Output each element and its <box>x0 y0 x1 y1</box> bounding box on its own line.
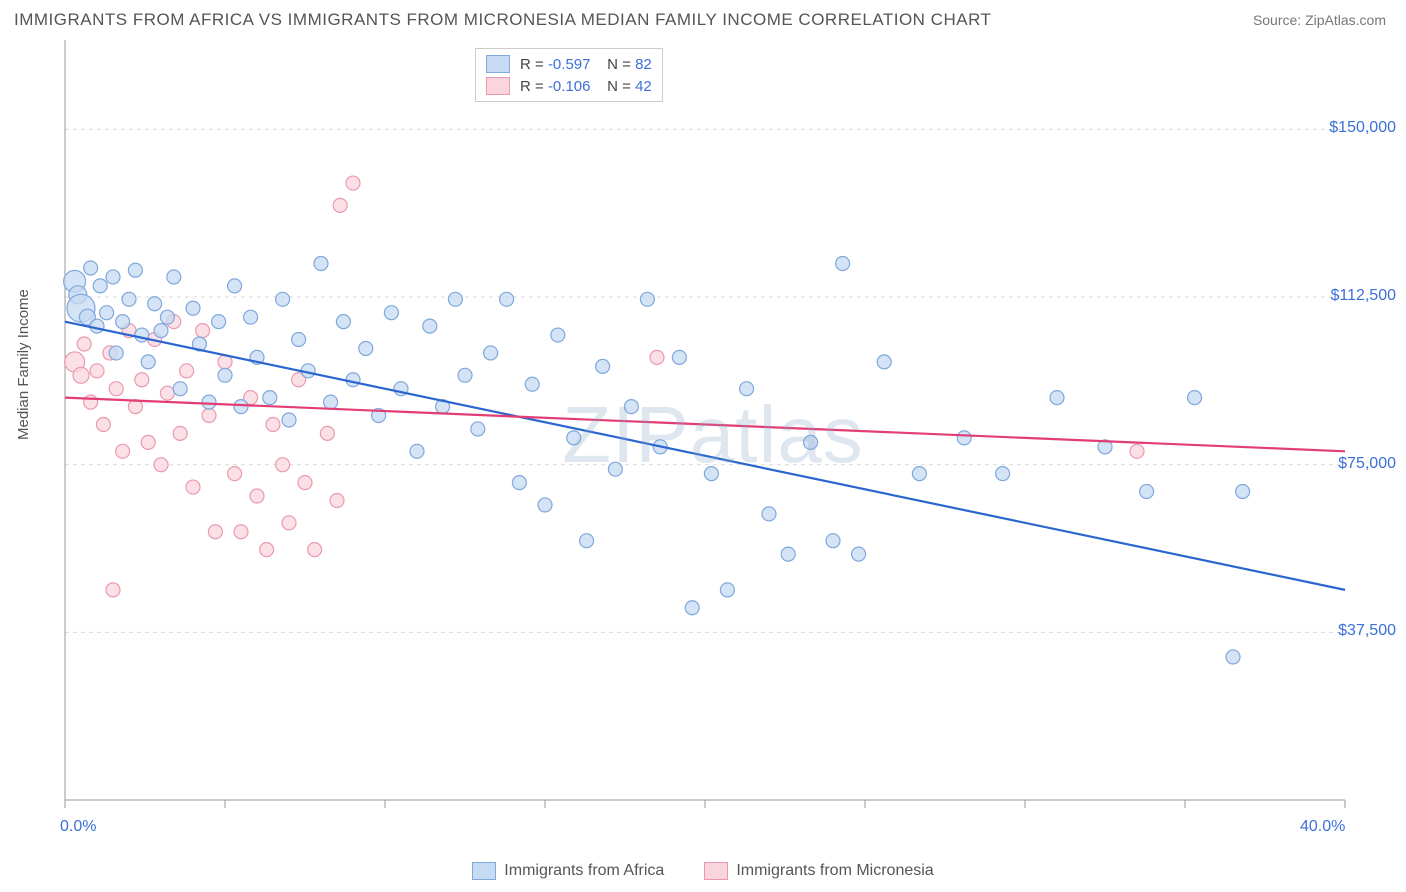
scatter-chart <box>20 40 1360 830</box>
chart-title: IMMIGRANTS FROM AFRICA VS IMMIGRANTS FRO… <box>14 10 991 30</box>
x-tick-label: 0.0% <box>60 818 96 836</box>
legend-swatch-africa <box>472 862 496 880</box>
y-tick-label: $112,500 <box>1330 287 1396 305</box>
source-attribution: Source: ZipAtlas.com <box>1253 12 1386 28</box>
correlation-legend: R = -0.597 N = 82 R = -0.106 N = 42 <box>475 48 663 102</box>
chart-header: IMMIGRANTS FROM AFRICA VS IMMIGRANTS FRO… <box>0 0 1406 35</box>
y-tick-label: $150,000 <box>1329 119 1396 137</box>
x-tick-label: 40.0% <box>1300 818 1345 836</box>
swatch-africa <box>486 55 510 73</box>
legend-row-micronesia: R = -0.106 N = 42 <box>486 75 652 97</box>
legend-item-africa: Immigrants from Africa <box>472 862 664 880</box>
y-axis-label: Median Family Income <box>15 289 32 440</box>
y-tick-label: $75,000 <box>1338 455 1396 473</box>
corr-text-micronesia: R = -0.106 N = 42 <box>520 78 652 95</box>
swatch-micronesia <box>486 77 510 95</box>
legend-row-africa: R = -0.597 N = 82 <box>486 53 652 75</box>
legend-swatch-micronesia <box>704 862 728 880</box>
series-legend: Immigrants from Africa Immigrants from M… <box>0 862 1406 880</box>
y-tick-label: $37,500 <box>1338 622 1396 640</box>
source-link[interactable]: ZipAtlas.com <box>1305 12 1386 28</box>
chart-container: Median Family Income ZIPatlas R = -0.597… <box>20 40 1406 830</box>
legend-label-africa: Immigrants from Africa <box>504 862 664 880</box>
corr-text-africa: R = -0.597 N = 82 <box>520 56 652 73</box>
legend-item-micronesia: Immigrants from Micronesia <box>704 862 933 880</box>
legend-label-micronesia: Immigrants from Micronesia <box>736 862 933 880</box>
source-prefix: Source: <box>1253 12 1305 28</box>
